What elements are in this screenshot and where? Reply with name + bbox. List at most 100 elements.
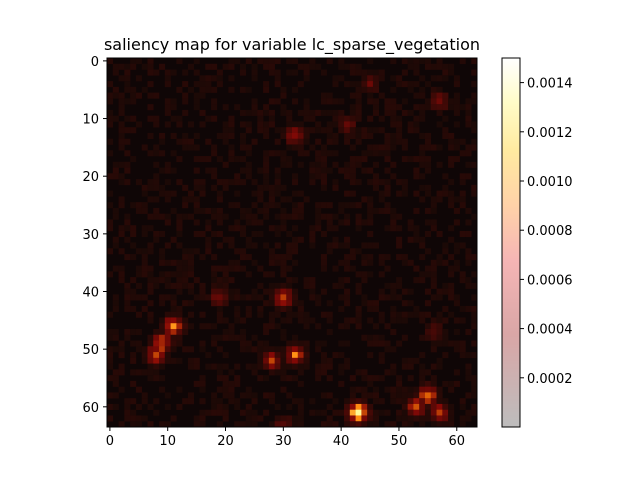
- heatmap-cell: [118, 161, 125, 168]
- heatmap-cell: [355, 403, 362, 411]
- heatmap-cell: [465, 363, 472, 370]
- heatmap-cell: [424, 288, 432, 295]
- heatmap-cell: [361, 196, 368, 203]
- heatmap-cell: [176, 213, 183, 220]
- heatmap-cell: [170, 69, 177, 76]
- heatmap-cell: [251, 288, 258, 295]
- heatmap-cell: [448, 403, 455, 411]
- heatmap-cell: [153, 115, 160, 122]
- heatmap-cell: [326, 363, 333, 370]
- heatmap-cell: [372, 392, 380, 399]
- heatmap-cell: [280, 219, 287, 226]
- heatmap-cell: [396, 311, 403, 318]
- heatmap-cell: [147, 340, 154, 347]
- heatmap-cell: [147, 363, 154, 370]
- heatmap-cell: [430, 277, 437, 284]
- heatmap-cell: [228, 179, 235, 186]
- heatmap-cell: [222, 271, 229, 278]
- heatmap-cell: [153, 398, 160, 405]
- heatmap-cell: [430, 328, 437, 336]
- heatmap-cell: [130, 63, 137, 70]
- heatmap-cell: [193, 248, 200, 255]
- heatmap-cell: [471, 127, 478, 134]
- heatmap-cell: [292, 236, 299, 243]
- heatmap-cell: [245, 294, 252, 301]
- heatmap-cell: [107, 109, 114, 116]
- heatmap-cell: [118, 173, 125, 180]
- heatmap-cell: [344, 202, 351, 209]
- heatmap-cell: [280, 213, 287, 220]
- heatmap-cell: [355, 109, 362, 116]
- heatmap-cell: [182, 202, 189, 209]
- heatmap-cell: [205, 248, 212, 255]
- heatmap-cell: [280, 300, 287, 307]
- heatmap-cell: [384, 294, 391, 301]
- heatmap-cell: [292, 144, 299, 151]
- heatmap-cell: [361, 386, 368, 393]
- heatmap-cell: [280, 161, 287, 168]
- heatmap-cell: [286, 115, 293, 122]
- heatmap-cell: [211, 184, 218, 191]
- heatmap-cell: [309, 288, 316, 295]
- heatmap-cell: [164, 69, 171, 76]
- heatmap-cell: [199, 375, 206, 382]
- heatmap-cell: [245, 167, 252, 174]
- heatmap-cell: [239, 294, 247, 301]
- heatmap-cell: [141, 398, 148, 405]
- heatmap-cell: [257, 207, 264, 214]
- heatmap-cell: [176, 323, 183, 330]
- heatmap-cell: [176, 58, 183, 65]
- heatmap-cell: [170, 132, 177, 140]
- heatmap-cell: [396, 75, 403, 82]
- heatmap-cell: [372, 242, 380, 249]
- heatmap-cell: [141, 369, 148, 376]
- heatmap-cell: [263, 58, 270, 65]
- heatmap-cell: [124, 403, 131, 411]
- heatmap-cell: [320, 202, 327, 209]
- heatmap-cell: [286, 127, 293, 134]
- heatmap-cell: [303, 150, 310, 157]
- colorbar-tick-label: 0.0002: [527, 372, 573, 387]
- heatmap-cell: [424, 415, 432, 422]
- heatmap-cell: [170, 328, 177, 336]
- heatmap-cell: [205, 352, 212, 359]
- heatmap-cell: [471, 403, 478, 411]
- heatmap-cell: [292, 179, 299, 186]
- heatmap-cell: [257, 167, 264, 174]
- heatmap-cell: [436, 121, 443, 128]
- heatmap-cell: [453, 196, 460, 203]
- heatmap-cell: [338, 369, 345, 376]
- heatmap-cell: [286, 109, 293, 116]
- heatmap-cell: [419, 421, 426, 428]
- heatmap-cell: [193, 81, 200, 88]
- heatmap-cell: [222, 288, 229, 295]
- heatmap-cell: [424, 144, 432, 151]
- heatmap-cell: [378, 115, 385, 122]
- heatmap-cell: [349, 115, 356, 122]
- heatmap-cell: [216, 369, 223, 376]
- heatmap: [107, 58, 478, 428]
- heatmap-cell: [413, 104, 420, 111]
- heatmap-cell: [390, 75, 397, 82]
- heatmap-cell: [367, 219, 374, 226]
- heatmap-cell: [211, 86, 218, 93]
- heatmap-cell: [130, 254, 137, 261]
- heatmap-cell: [315, 409, 322, 416]
- heatmap-cell: [268, 196, 275, 203]
- heatmap-cell: [349, 179, 356, 186]
- heatmap-cell: [286, 282, 293, 289]
- heatmap-cell: [187, 311, 195, 318]
- heatmap-cell: [211, 167, 218, 174]
- heatmap-cell: [459, 271, 466, 278]
- heatmap-cell: [187, 213, 195, 220]
- heatmap-cell: [239, 346, 247, 353]
- heatmap-cell: [332, 75, 339, 82]
- heatmap-cell: [471, 294, 478, 301]
- heatmap-cell: [349, 190, 356, 197]
- heatmap-cell: [459, 421, 466, 428]
- heatmap-cell: [413, 115, 420, 122]
- heatmap-cell: [344, 213, 351, 220]
- heatmap-cell: [292, 58, 299, 65]
- heatmap-cell: [436, 409, 443, 416]
- heatmap-cell: [263, 81, 270, 88]
